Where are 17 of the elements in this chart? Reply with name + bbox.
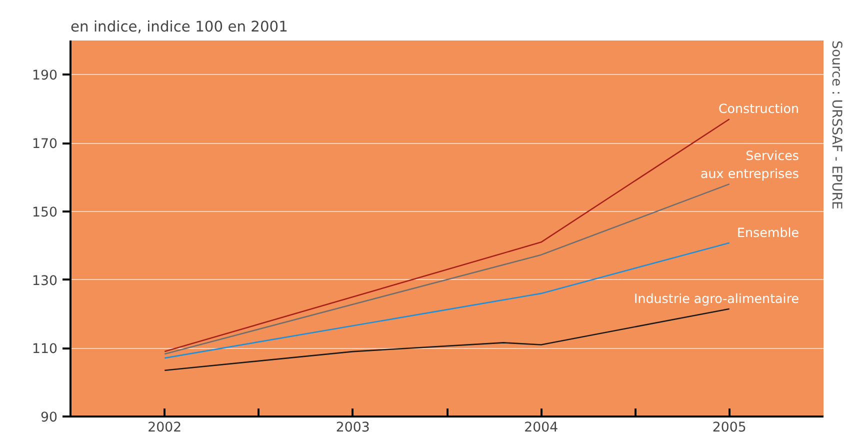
y-tick-label: 150 xyxy=(32,205,58,220)
source-note: Source : URSSAF - EPURE xyxy=(828,40,844,210)
y-tick-label: 130 xyxy=(32,274,58,289)
chart-title: en indice, indice 100 en 2001 xyxy=(70,18,288,36)
y-tick-label: 90 xyxy=(40,410,58,426)
series-label: Construction xyxy=(718,101,800,116)
line-series xyxy=(164,308,730,372)
y-tick-label: 170 xyxy=(32,137,58,152)
y-tick-label: 110 xyxy=(32,342,58,358)
y-tick-label: 190 xyxy=(32,68,58,84)
x-tick-label: 2002 xyxy=(148,420,182,436)
x-tick-label: 2004 xyxy=(524,420,558,436)
series-label: Services aux entreprises xyxy=(700,148,800,182)
series-label: Ensemble xyxy=(736,224,800,240)
x-tick-label: 2003 xyxy=(336,420,370,436)
x-tick-label: 2005 xyxy=(712,420,746,436)
series-label: Industrie agro-alimentaire xyxy=(634,290,800,306)
